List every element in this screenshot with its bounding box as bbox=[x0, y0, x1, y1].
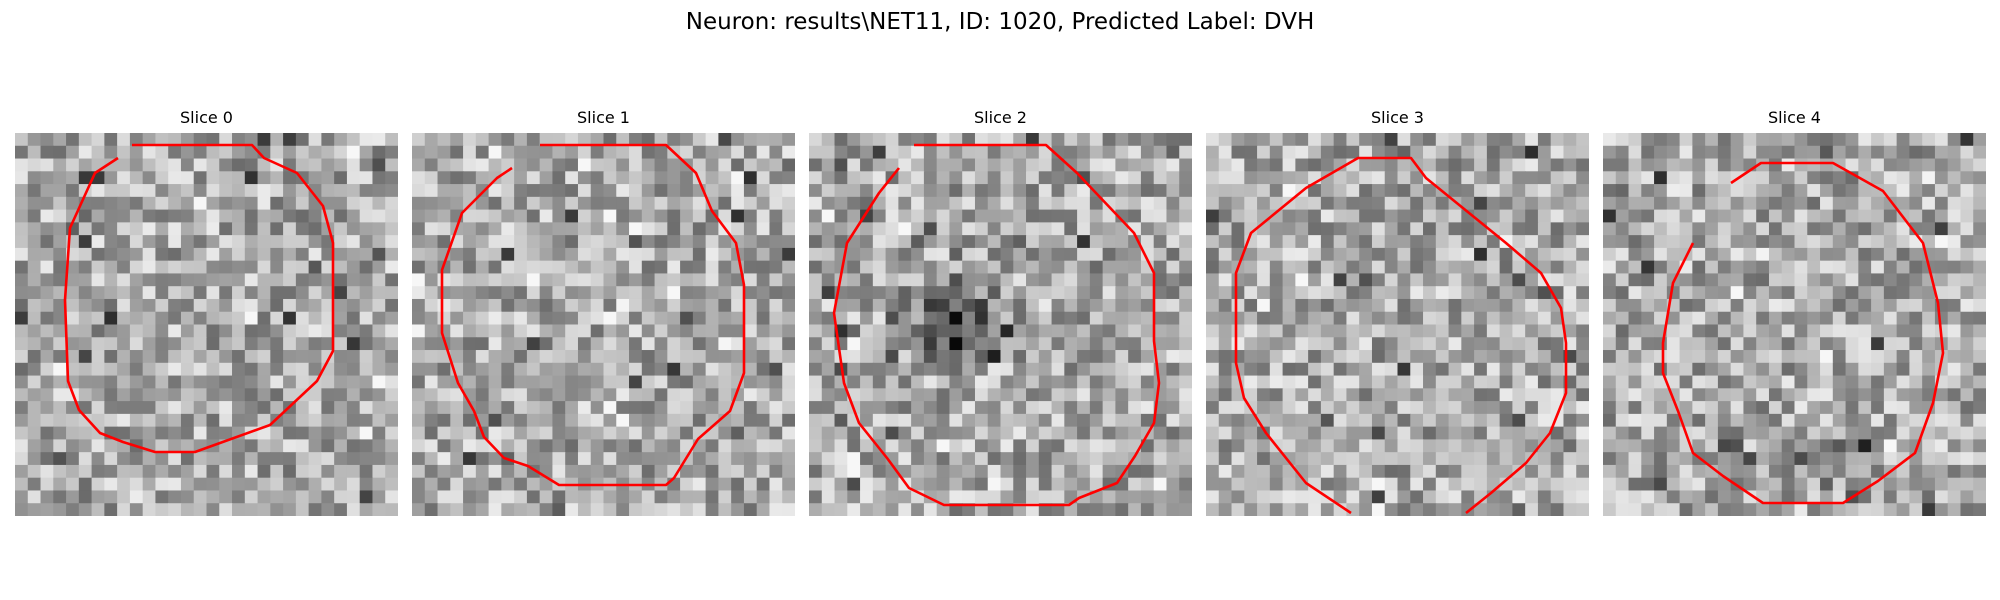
figure-title: Neuron: results\NET11, ID: 1020, Predict… bbox=[685, 9, 1315, 35]
roi-contour bbox=[832, 143, 1161, 507]
slice-svg bbox=[809, 133, 1192, 516]
slice-panel-3: Slice 3 bbox=[1206, 108, 1589, 516]
slice-image bbox=[412, 133, 795, 516]
grayscale-pixels bbox=[15, 133, 398, 516]
slice-svg bbox=[1206, 133, 1589, 516]
slice-image bbox=[1603, 133, 1986, 516]
slice-svg bbox=[15, 133, 398, 516]
slice-panel-4: Slice 4 bbox=[1603, 108, 1986, 516]
slice-svg bbox=[412, 133, 795, 516]
slice-panel-1: Slice 1 bbox=[412, 108, 795, 516]
grayscale-pixels bbox=[412, 133, 795, 516]
roi-contour bbox=[440, 143, 746, 487]
slice-panel-0: Slice 0 bbox=[15, 108, 398, 516]
roi-contour bbox=[1661, 161, 1945, 505]
slice-panel-2: Slice 2 bbox=[809, 108, 1192, 516]
slice-svg bbox=[1603, 133, 1986, 516]
slice-image bbox=[15, 133, 398, 516]
grayscale-pixels bbox=[1603, 133, 1986, 516]
slice-title: Slice 4 bbox=[1768, 108, 1821, 127]
slice-title: Slice 0 bbox=[180, 108, 233, 127]
slice-title: Slice 3 bbox=[1371, 108, 1424, 127]
grayscale-pixels bbox=[809, 133, 1192, 516]
slice-image bbox=[809, 133, 1192, 516]
slice-image bbox=[1206, 133, 1589, 516]
slice-title: Slice 2 bbox=[974, 108, 1027, 127]
slice-title: Slice 1 bbox=[577, 108, 630, 127]
roi-contour bbox=[63, 143, 335, 454]
grayscale-pixels bbox=[1206, 133, 1589, 516]
roi-contour bbox=[1234, 156, 1568, 515]
